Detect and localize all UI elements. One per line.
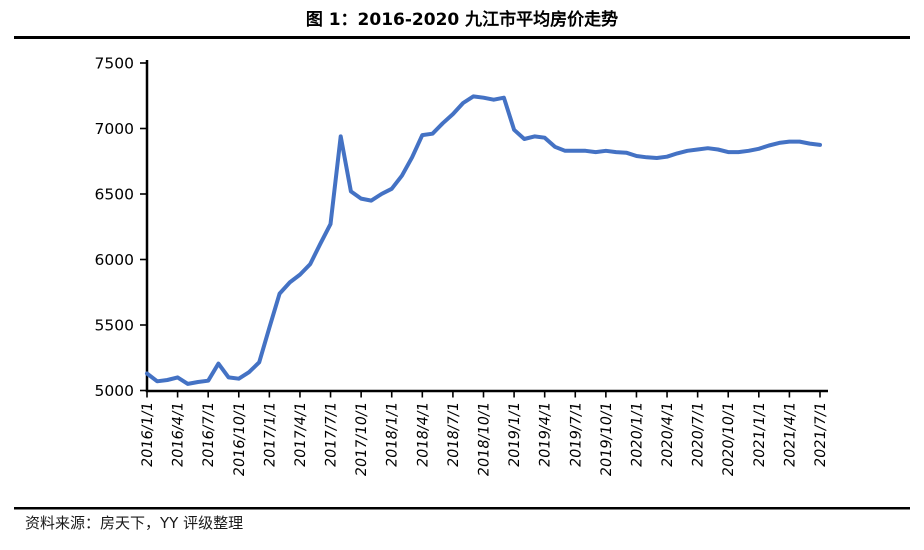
x-tick-label: 2018/4/1	[414, 401, 431, 468]
x-tick-label: 2020/7/1	[690, 401, 707, 468]
y-tick-label: 6000	[95, 251, 134, 269]
x-tick-label-group: 2017/7/1	[323, 401, 340, 468]
x-tick-label: 2016/10/1	[231, 401, 248, 478]
x-tick-label-group: 2017/1/1	[261, 401, 278, 468]
x-tick-label: 2021/1/1	[751, 401, 768, 468]
x-tick-label-group: 2019/4/1	[537, 401, 554, 468]
x-tick-label: 2020/10/1	[720, 401, 737, 478]
x-tick-label: 2016/4/1	[170, 401, 187, 468]
x-tick-label-group: 2021/7/1	[812, 401, 829, 468]
x-tick-label-group: 2016/4/1	[170, 401, 187, 468]
x-tick-label-group: 2016/10/1	[231, 401, 248, 478]
price-line-series	[145, 94, 822, 386]
x-tick-label: 2019/10/1	[598, 401, 615, 478]
x-tick-label: 2017/4/1	[292, 401, 309, 468]
x-tick-label-group: 2020/1/1	[629, 401, 646, 468]
y-tick-label: 5500	[95, 317, 134, 335]
x-tick-label: 2018/10/1	[476, 401, 493, 478]
x-tick-label-group: 2017/10/1	[353, 401, 370, 478]
x-axis-ticks: 2016/1/1 2016/4/1 2016/7/1 2016/10/1 2017/1/…	[139, 391, 829, 478]
x-tick-label: 2017/1/1	[261, 401, 278, 468]
x-tick-label-group: 2017/4/1	[292, 401, 309, 468]
x-tick-label-group: 2020/10/1	[720, 401, 737, 478]
y-axis-ticks: 5000 5500 6000 6500 7000 7500	[95, 55, 147, 400]
source-note: 资料来源：房天下，YY 评级整理	[25, 514, 243, 532]
x-tick-label-group: 2019/7/1	[567, 401, 584, 468]
x-tick-label: 2021/7/1	[812, 401, 829, 468]
x-tick-label: 2017/7/1	[323, 401, 340, 468]
x-tick-label-group: 2016/7/1	[200, 401, 217, 468]
x-tick-label-group: 2020/7/1	[690, 401, 707, 468]
footer-divider-rule	[14, 507, 910, 510]
x-tick-label-group: 2016/1/1	[139, 401, 156, 468]
x-tick-label-group: 2021/1/1	[751, 401, 768, 468]
y-tick-label: 7000	[95, 120, 134, 138]
x-tick-label: 2021/4/1	[781, 401, 798, 468]
x-tick-label-group: 2020/4/1	[659, 401, 676, 468]
x-tick-label: 2019/7/1	[567, 401, 584, 468]
x-tick-label: 2020/4/1	[659, 401, 676, 468]
chart-title: 图 1：2016-2020 九江市平均房价走势	[306, 9, 618, 30]
x-tick-label: 2019/4/1	[537, 401, 554, 468]
x-tick-label: 2018/1/1	[384, 401, 401, 468]
y-tick-label: 5000	[95, 382, 134, 400]
x-tick-label-group: 2019/1/1	[506, 401, 523, 468]
x-tick-label: 2017/10/1	[353, 401, 370, 478]
x-tick-label: 2019/1/1	[506, 401, 523, 468]
x-tick-label-group: 2018/10/1	[476, 401, 493, 478]
x-tick-label: 2016/1/1	[139, 401, 156, 468]
x-tick-label: 2020/1/1	[629, 401, 646, 468]
x-tick-label-group: 2018/1/1	[384, 401, 401, 468]
title-divider-rule	[14, 36, 910, 39]
x-tick-label-group: 2018/7/1	[445, 401, 462, 468]
x-tick-label-group: 2018/4/1	[414, 401, 431, 468]
x-tick-label: 2018/7/1	[445, 401, 462, 468]
x-tick-label: 2016/7/1	[200, 401, 217, 468]
price-line	[145, 94, 822, 386]
y-tick-label: 7500	[95, 55, 134, 73]
y-tick-label: 6500	[95, 186, 134, 204]
x-tick-label-group: 2019/10/1	[598, 401, 615, 478]
x-tick-label-group: 2021/4/1	[781, 401, 798, 468]
